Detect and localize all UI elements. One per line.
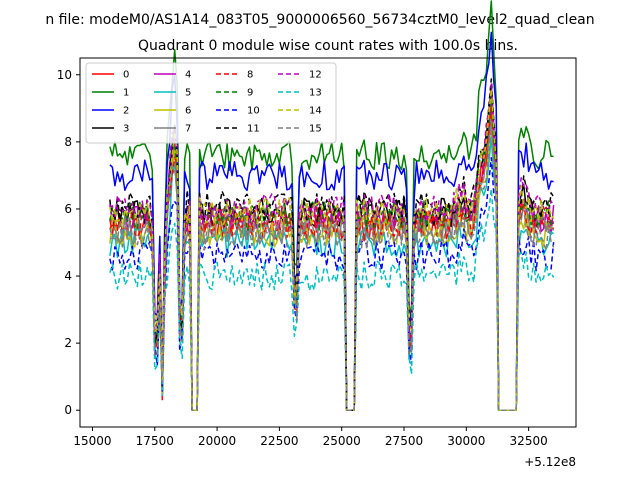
figure-suptitle: n file: modeM0/AS1A14_083T05_9000006560_… bbox=[45, 12, 594, 28]
series-line-13 bbox=[109, 188, 555, 411]
legend-label-6: 6 bbox=[185, 106, 191, 117]
legend-label-12: 12 bbox=[309, 70, 322, 81]
legend-label-7: 7 bbox=[185, 124, 191, 135]
x-tick-label: 32500 bbox=[510, 434, 548, 448]
x-tick-label: 17500 bbox=[136, 434, 174, 448]
legend-label-13: 13 bbox=[309, 88, 322, 99]
x-tick-label: 25000 bbox=[323, 434, 361, 448]
x-tick-label: 22500 bbox=[260, 434, 298, 448]
x-tick-label: 27500 bbox=[385, 434, 423, 448]
x-axis: 15000 17500 20000 22500 25000 27500 30000 32500 bbox=[73, 427, 548, 448]
y-tick-label: 4 bbox=[64, 269, 72, 283]
x-tick-label: 30000 bbox=[447, 434, 485, 448]
legend-label-2: 2 bbox=[123, 106, 129, 117]
legend-label-0: 0 bbox=[123, 70, 129, 81]
y-axis: 0 2 4 6 8 10 bbox=[57, 68, 80, 417]
series-line-9 bbox=[109, 94, 555, 411]
series-line-15 bbox=[109, 125, 555, 411]
chart-title: Quadrant 0 module wise count rates with … bbox=[138, 38, 518, 54]
legend-label-10: 10 bbox=[247, 106, 260, 117]
y-tick-label: 10 bbox=[57, 68, 72, 82]
legend-box bbox=[85, 62, 337, 144]
legend-label-4: 4 bbox=[185, 70, 191, 81]
legend-label-14: 14 bbox=[309, 106, 322, 117]
legend-label-11: 11 bbox=[247, 124, 260, 135]
x-axis-offset-label: +5.12e8 bbox=[524, 455, 576, 469]
legend-label-8: 8 bbox=[247, 70, 253, 81]
legend-label-3: 3 bbox=[123, 124, 129, 135]
legend-label-15: 15 bbox=[309, 124, 322, 135]
series-line-2 bbox=[109, 31, 554, 411]
legend-label-9: 9 bbox=[247, 88, 253, 99]
legend-label-1: 1 bbox=[123, 88, 129, 99]
y-tick-label: 8 bbox=[64, 135, 72, 149]
y-tick-label: 6 bbox=[64, 202, 72, 216]
y-tick-label: 2 bbox=[64, 336, 72, 350]
axes-frame bbox=[79, 57, 577, 428]
x-tick-label: 15000 bbox=[73, 434, 111, 448]
legend-label-5: 5 bbox=[185, 88, 191, 99]
y-tick-label: 0 bbox=[64, 403, 72, 417]
x-tick-label: 20000 bbox=[198, 434, 236, 448]
